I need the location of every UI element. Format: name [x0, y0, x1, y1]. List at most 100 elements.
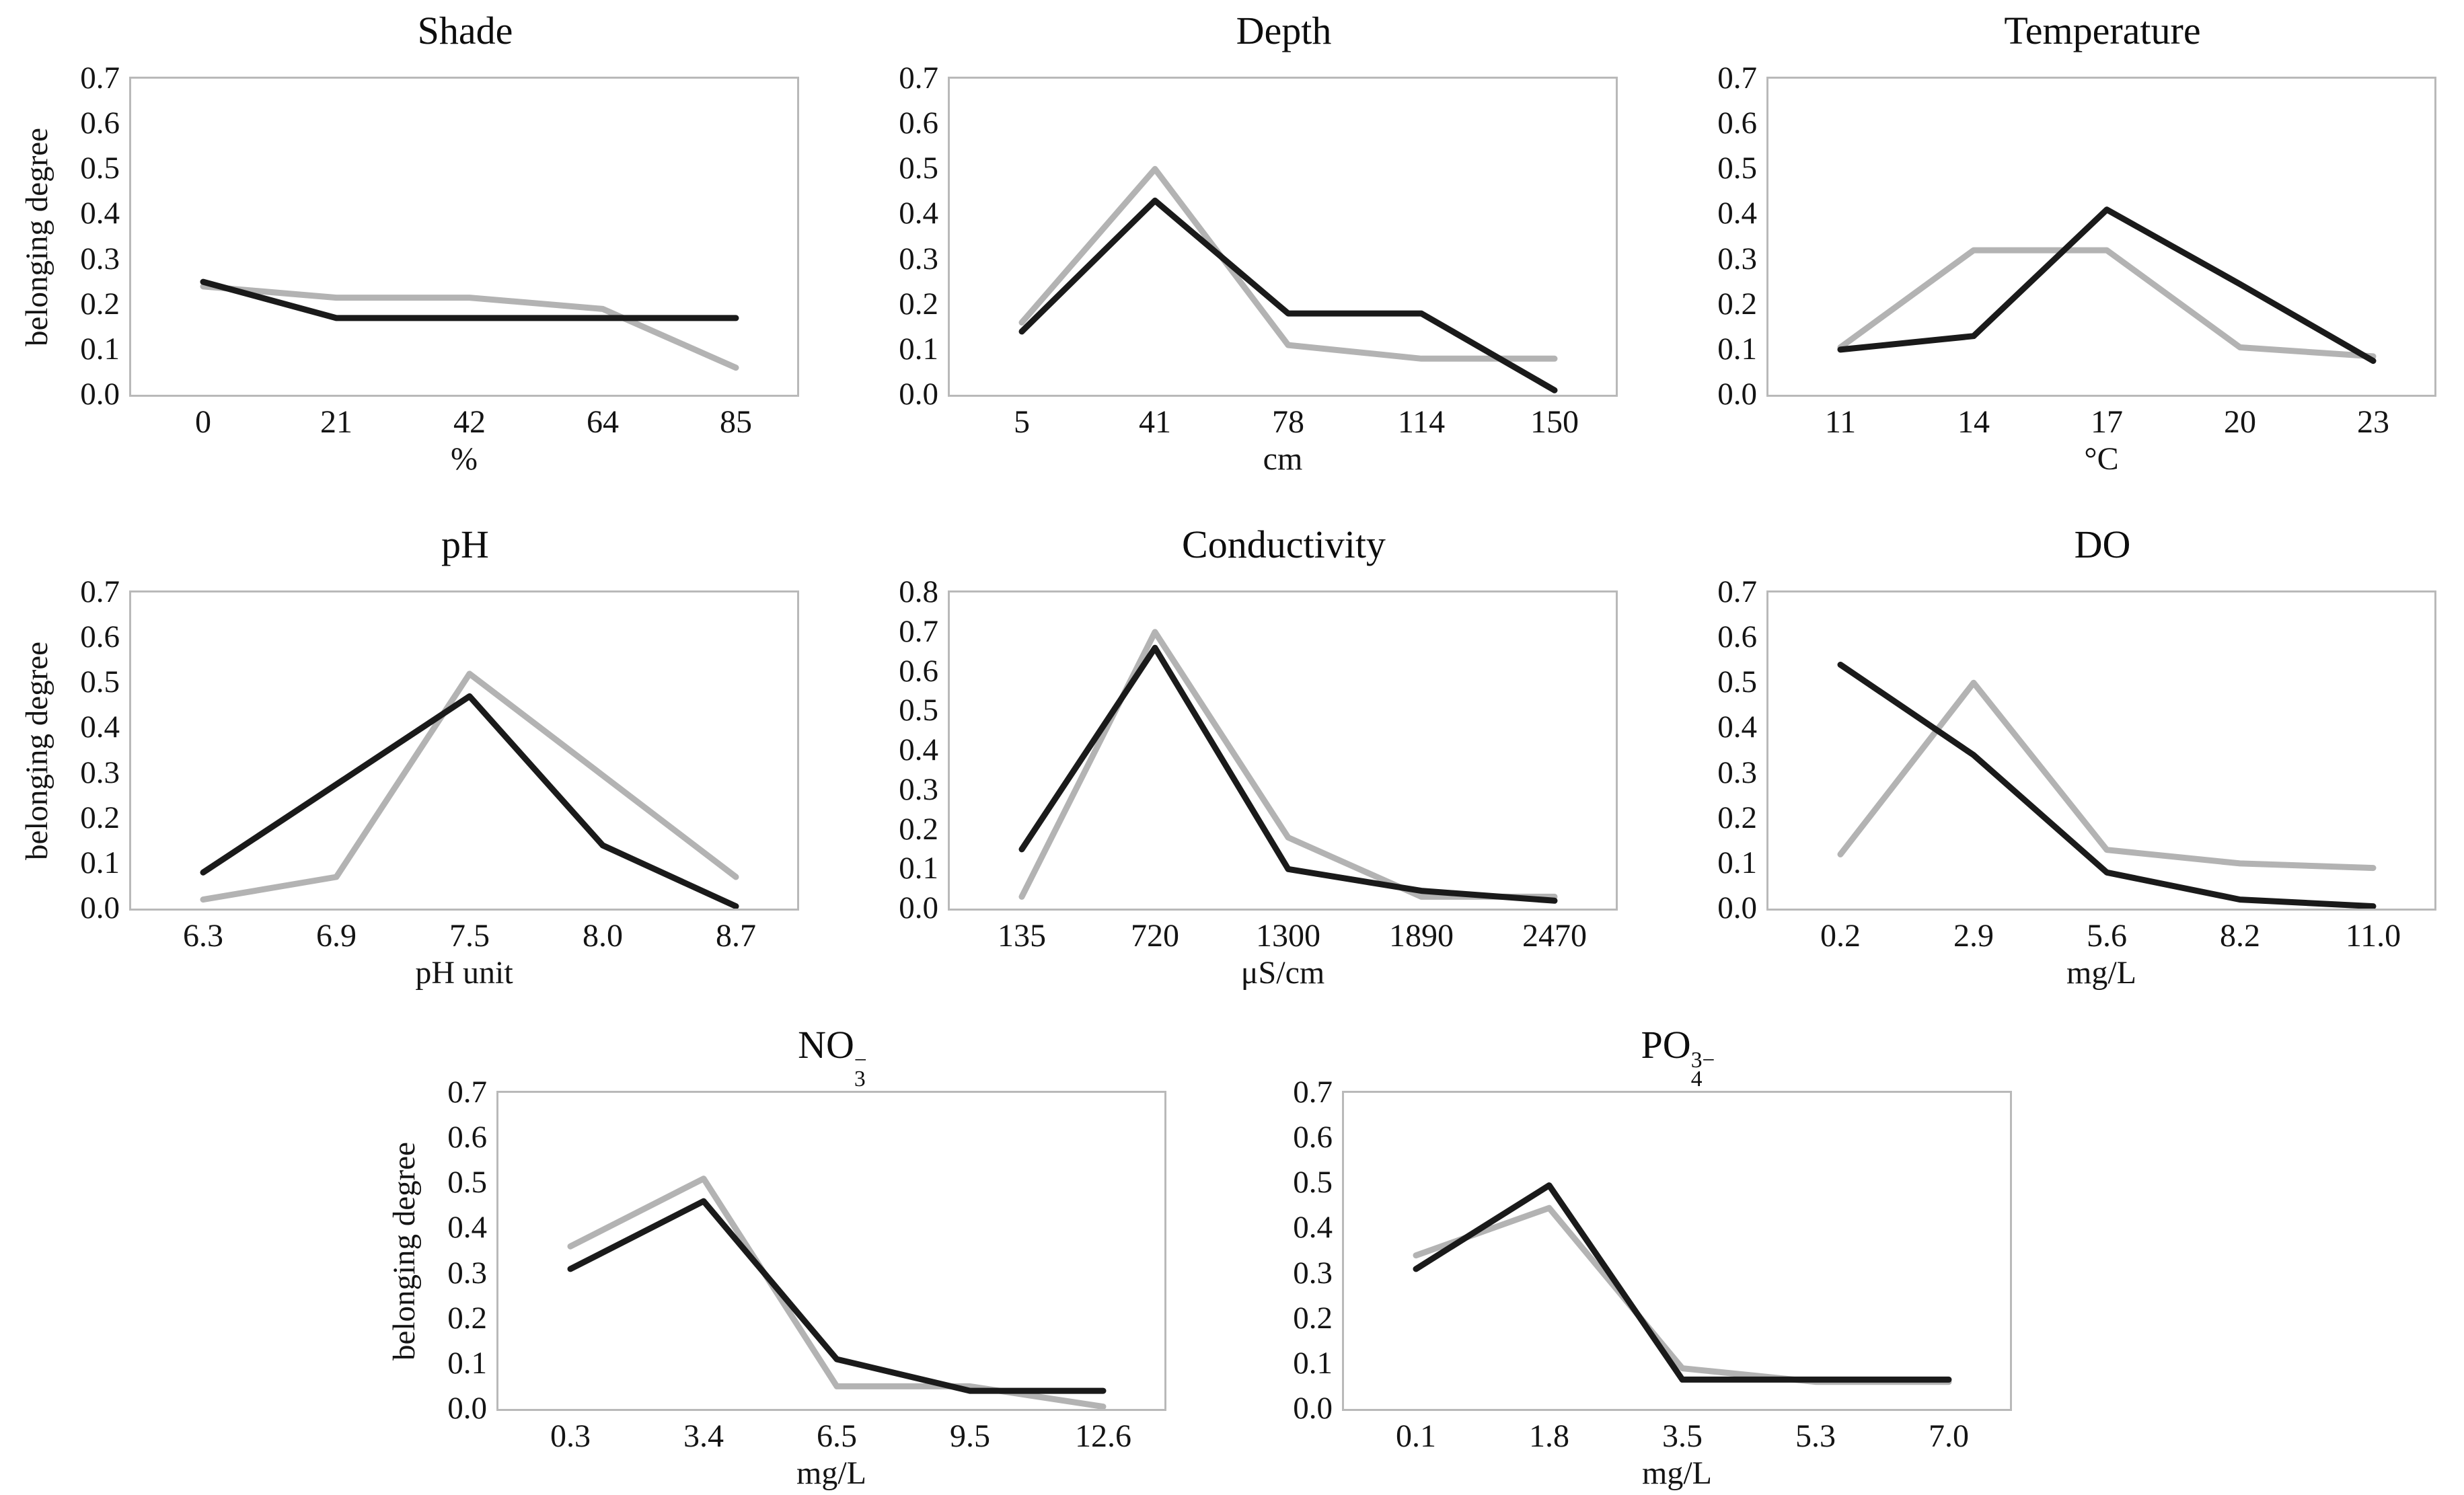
- x-tick-label: 720: [1131, 918, 1179, 954]
- chart-po: PO 3− 4 0.0 0.1 0.2 0.3 0.4 0.5 0.6 0.7 0.1 1.8 3.5…: [1230, 1020, 2014, 1493]
- gray-series-line: [567, 1176, 1107, 1409]
- y-tick-label: 0.7: [899, 60, 938, 95]
- y-tick-label: 0.0: [899, 376, 938, 412]
- chart-title-superscript: 3−: [1690, 1048, 1715, 1073]
- y-tick-label: 0.4: [80, 196, 120, 231]
- y-axis-label: [1655, 77, 1694, 397]
- y-tick-label: 0.4: [1717, 710, 1757, 745]
- chart-title-subsup: −3: [854, 1048, 867, 1091]
- chart-title-subscript: 3: [854, 1066, 866, 1091]
- y-axis-ticks: 0.0 0.1 0.2 0.3 0.4 0.5 0.6 0.7: [57, 61, 129, 412]
- y-tick-label: 0.6: [1293, 1120, 1333, 1155]
- chart-title-text: Shade: [417, 9, 513, 52]
- plot-area: [496, 1091, 1166, 1411]
- x-axis-ticks: 0.1 1.8 3.5 5.3 7.0: [1342, 1411, 2012, 1454]
- y-tick-label: 0.4: [899, 196, 938, 231]
- y-tick-label: 0.3: [80, 755, 120, 790]
- chart-body: 0.0 0.1 0.2 0.3 0.4 0.5 0.6 0.7: [1230, 1075, 2014, 1426]
- y-axis-label: [836, 77, 875, 397]
- x-axis-ticks: 5 41 78 114 150: [948, 397, 1618, 440]
- chart-title: Depth: [836, 5, 1620, 56]
- chart-body: 0.0 0.1 0.2 0.3 0.4 0.5 0.6 0.7: [1655, 61, 2438, 412]
- y-tick-label: 0.6: [1717, 106, 1757, 141]
- y-tick-label: 0.5: [80, 664, 120, 700]
- y-tick-label: 0.3: [447, 1255, 487, 1291]
- x-axis-label: μS/cm: [1240, 955, 1325, 991]
- x-tick-label: 1.8: [1529, 1418, 1569, 1454]
- chart-title: Conductivity: [836, 519, 1620, 570]
- line-chart-svg: [200, 278, 739, 371]
- chart-title-text: DO: [2074, 523, 2131, 566]
- y-tick-label: 0.0: [899, 890, 938, 925]
- y-tick-label: 0.5: [1293, 1165, 1333, 1200]
- gray-series-line: [1413, 1204, 1952, 1385]
- chart-title-text: NO: [798, 1023, 854, 1067]
- chart-conductivity: Conductivity 0.0 0.1 0.2 0.3 0.4 0.5 0.6 0.7 0.8…: [836, 519, 1620, 993]
- chart-body: belonging degree 0.0 0.1 0.2 0.3 0.4 0.5 0.6 0.…: [385, 1075, 1168, 1426]
- y-axis-ticks: 0.0 0.1 0.2 0.3 0.4 0.5 0.6 0.7: [875, 61, 948, 412]
- x-tick-label: 6.9: [316, 918, 357, 954]
- y-tick-label: 0.3: [80, 241, 120, 276]
- black-series-line: [567, 1198, 1107, 1394]
- y-tick-label: 0.2: [1717, 800, 1757, 835]
- x-tick-label: 11.0: [2345, 918, 2401, 954]
- y-axis-label: [1230, 1091, 1269, 1411]
- x-axis-label: mg/L: [2066, 955, 2136, 991]
- gray-series-line: [200, 283, 739, 371]
- y-tick-label: 0.5: [899, 693, 938, 728]
- x-tick-label: 20: [2224, 404, 2256, 440]
- x-tick-label: 14: [1957, 404, 1990, 440]
- plot-area: [1766, 77, 2436, 397]
- y-tick-label: 0.7: [1717, 574, 1757, 609]
- x-tick-label: 17: [2091, 404, 2123, 440]
- y-tick-label: 0.6: [1717, 619, 1757, 655]
- y-tick-label: 0.6: [899, 106, 938, 141]
- line-chart-svg: [200, 670, 739, 909]
- x-tick-label: 0: [195, 404, 211, 440]
- y-axis-label-text: belonging degree: [20, 641, 54, 860]
- y-axis-label-text: belonging degree: [387, 1141, 422, 1360]
- y-tick-label: 0.4: [899, 732, 938, 767]
- x-tick-label: 3.4: [683, 1418, 724, 1454]
- y-tick-label: 0.6: [447, 1120, 487, 1155]
- x-tick-label: 0.1: [1396, 1418, 1436, 1454]
- y-tick-label: 0.3: [899, 241, 938, 276]
- y-tick-label: 0.6: [80, 619, 120, 655]
- x-axis-ticks: 0 21 42 64 85: [129, 397, 799, 440]
- chart-no: NO −3 belonging degree 0.0 0.1 0.2 0.3 0.4 0.5…: [385, 1020, 1168, 1493]
- y-tick-label: 0.3: [1717, 241, 1757, 276]
- x-axis-ticks: 11 14 17 20 23: [1766, 397, 2436, 440]
- x-tick-label: 0.3: [550, 1418, 591, 1454]
- gray-series-line: [200, 670, 739, 903]
- gray-series-line: [1018, 629, 1558, 900]
- black-series-line: [1837, 661, 2377, 909]
- y-tick-label: 0.8: [899, 574, 938, 609]
- x-axis-ticks: 0.2 2.9 5.6 8.2 11.0: [1766, 911, 2436, 954]
- y-tick-label: 0.7: [447, 1074, 487, 1110]
- y-axis-label-text: belonging degree: [20, 127, 54, 346]
- x-axis-label: mg/L: [796, 1455, 866, 1491]
- y-tick-label: 0.0: [1293, 1390, 1333, 1426]
- x-tick-label: 11: [1824, 404, 1857, 440]
- x-tick-label: 7.5: [449, 918, 490, 954]
- x-tick-label: 5: [1014, 404, 1030, 440]
- x-axis-ticks: 6.3 6.9 7.5 8.0 8.7: [129, 911, 799, 954]
- x-tick-label: 7.0: [1929, 1418, 1969, 1454]
- plot-area: [129, 590, 799, 911]
- chart-title-text: PO: [1641, 1023, 1691, 1067]
- x-tick-label: 21: [320, 404, 352, 440]
- black-series-line: [1018, 197, 1558, 393]
- x-tick-label: 5.3: [1795, 1418, 1836, 1454]
- y-tick-label: 0.2: [899, 811, 938, 847]
- black-series-line: [1413, 1182, 1952, 1383]
- chart-title-text: Conductivity: [1182, 523, 1386, 566]
- y-tick-label: 0.2: [80, 800, 120, 835]
- chart-title-text: Depth: [1236, 9, 1332, 52]
- chart-title-superscript: −: [854, 1048, 867, 1073]
- plot-area: [129, 77, 799, 397]
- x-tick-label: 85: [720, 404, 752, 440]
- x-axis-label: °C: [2084, 441, 2119, 477]
- y-tick-label: 0.4: [1717, 196, 1757, 231]
- x-tick-label: 6.3: [183, 918, 223, 954]
